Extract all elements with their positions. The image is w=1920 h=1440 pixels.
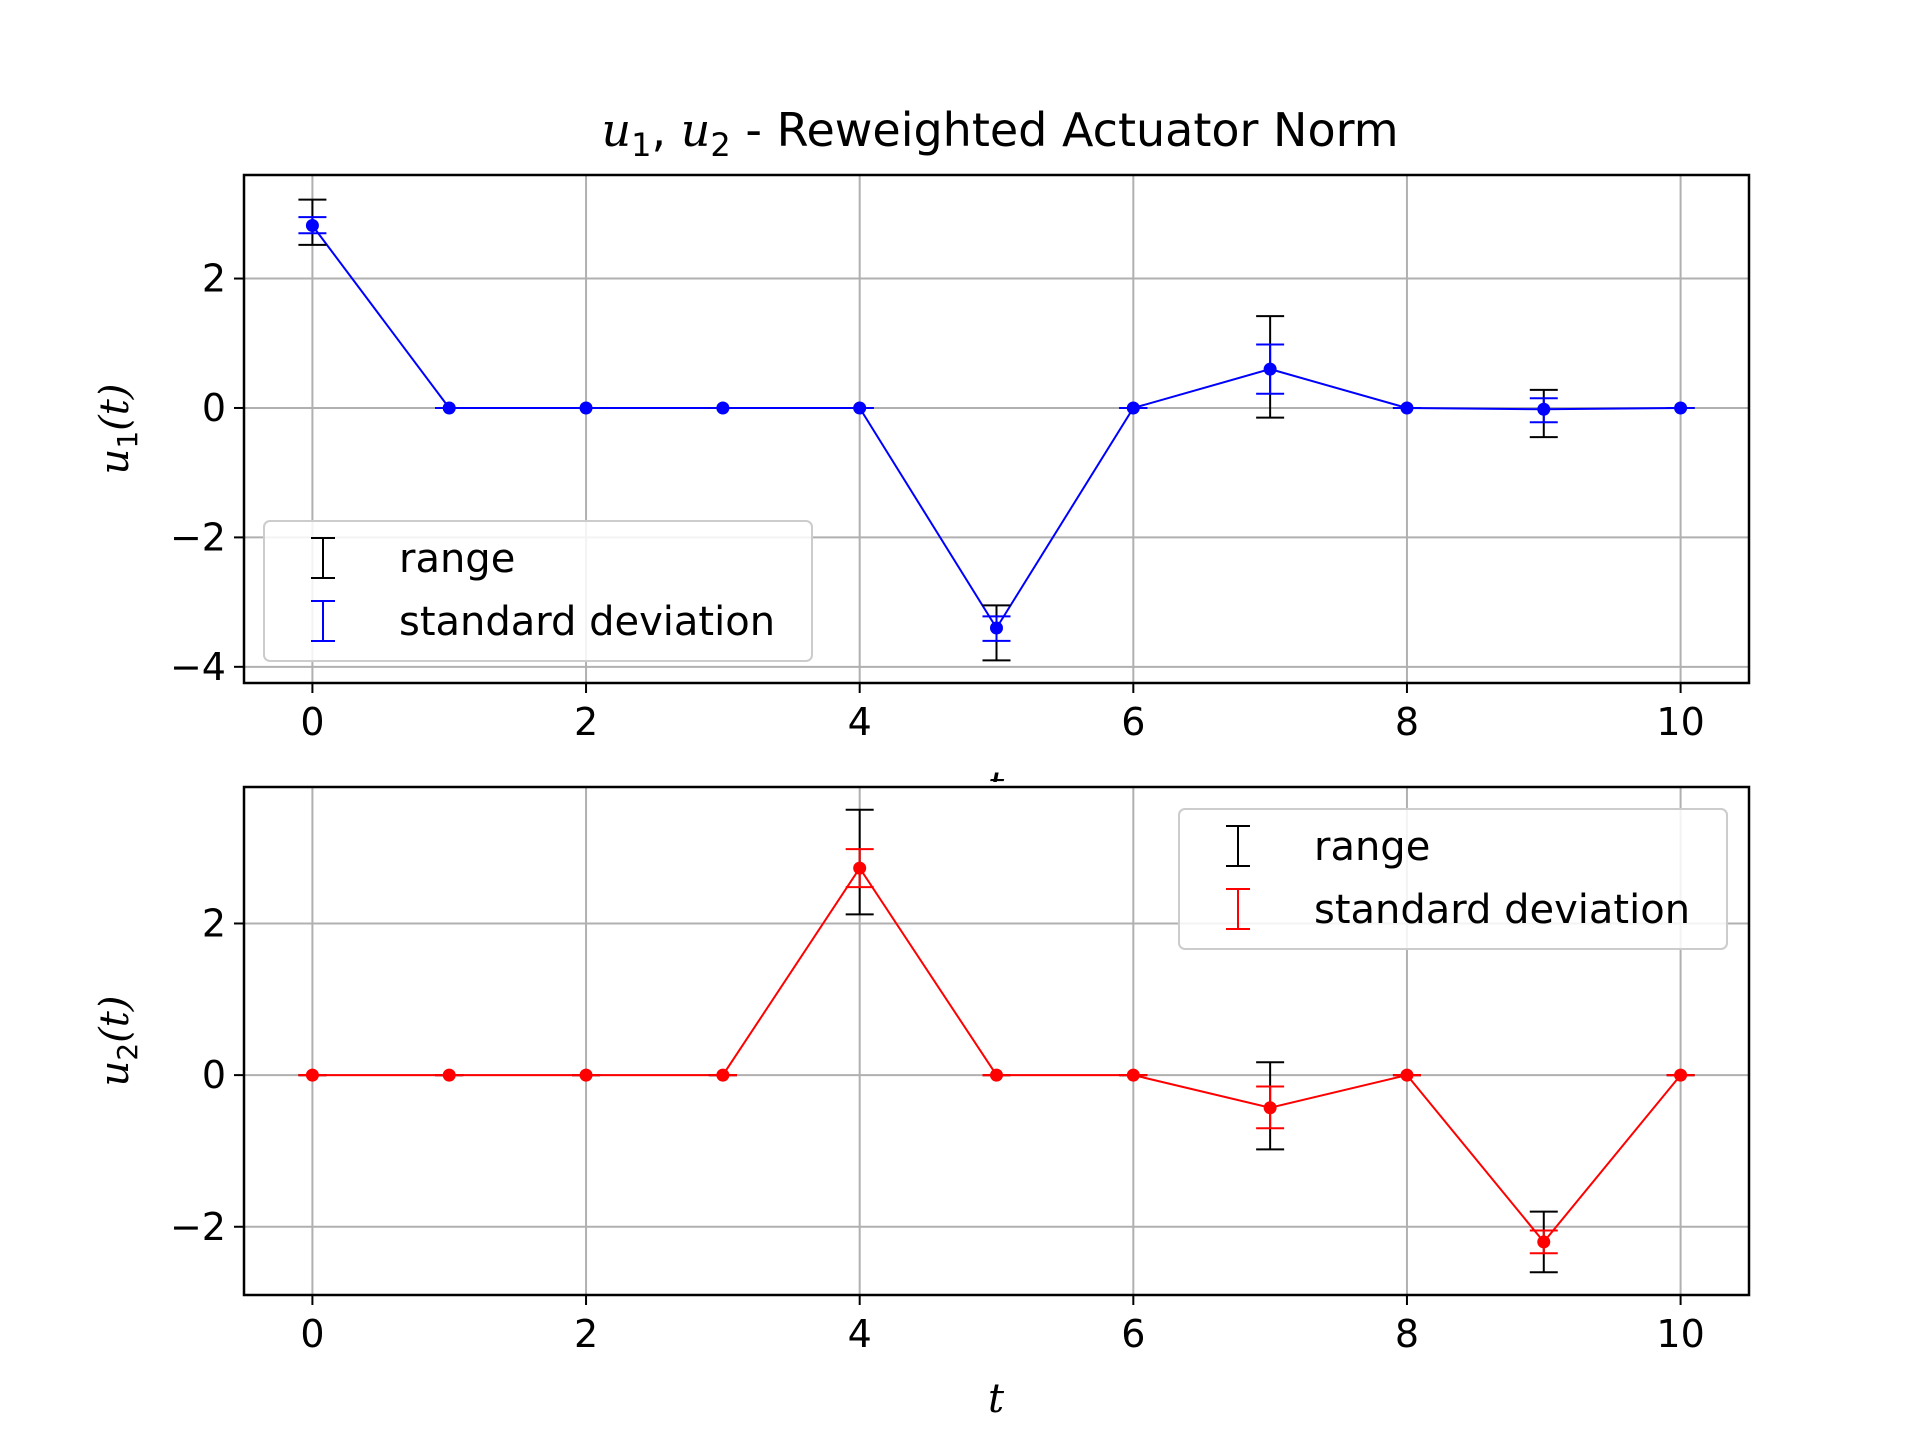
- x-tick-label: 0: [300, 700, 324, 744]
- x-tick-label: 6: [1121, 700, 1145, 744]
- y-tick-label: −4: [170, 645, 226, 689]
- data-point: [1674, 1068, 1688, 1082]
- data-point: [579, 1068, 593, 1082]
- legend-label: standard deviation: [1314, 887, 1690, 933]
- y-tick-label: 2: [202, 901, 226, 945]
- data-point: [853, 401, 867, 415]
- legend-handle: [1226, 825, 1250, 867]
- data-point: [1400, 401, 1414, 415]
- x-tick-label: 10: [1656, 1312, 1704, 1356]
- data-point: [305, 1068, 319, 1082]
- y-tick-label: 2: [202, 257, 226, 301]
- legend: range standard deviation: [263, 520, 813, 662]
- data-point: [853, 861, 867, 875]
- x-tick-label: 2: [574, 1312, 598, 1356]
- legend-label: range: [1314, 824, 1430, 870]
- ticks-u2: 0 2 4 6 8 10 −2 0 2: [170, 901, 1705, 1356]
- y-tick-label: −2: [170, 1205, 226, 1249]
- y-tick-label: 0: [202, 386, 226, 430]
- legend-label: standard deviation: [399, 599, 775, 645]
- data-u1: [298, 198, 1695, 662]
- subplot-u2: 0 2 4 6 8 10 −2 0 2 u2(t) t range standard deviat…: [92, 785, 1751, 1422]
- title-var-1: u: [601, 103, 631, 157]
- x-axis-label-u2: t: [988, 1376, 1005, 1422]
- y-axis-label-u1: u1(t): [92, 384, 144, 475]
- y-tick-label: −2: [170, 515, 226, 559]
- title-var-2: u: [681, 103, 711, 157]
- x-tick-label: 8: [1395, 700, 1419, 744]
- title-sub-1: 1: [631, 126, 651, 164]
- title-sub-2: 2: [710, 126, 730, 164]
- x-tick-label: 4: [848, 1312, 872, 1356]
- data-point: [1674, 401, 1688, 415]
- data-point: [716, 401, 730, 415]
- y-axis-label-u2: u2(t): [92, 996, 144, 1087]
- legend-label: range: [399, 536, 515, 582]
- data-point: [305, 218, 319, 232]
- figure-title: u1, u2 - Reweighted Actuator Norm: [601, 103, 1398, 164]
- data-point: [1537, 402, 1551, 416]
- data-point: [716, 1068, 730, 1082]
- ticks-u1: 0 2 4 6 8 10 −4 −2 0 2: [170, 257, 1705, 744]
- legend-box: [263, 520, 813, 662]
- axes-frame-u2: [242, 785, 1751, 1297]
- legend: range standard deviation: [1178, 808, 1728, 950]
- data-point: [1263, 362, 1277, 376]
- data-point: [579, 401, 593, 415]
- legend-handle: [1226, 888, 1250, 930]
- legend-handle: [311, 600, 335, 642]
- data-point: [442, 1068, 456, 1082]
- data-point: [990, 1068, 1003, 1082]
- data-point: [442, 401, 456, 415]
- legend-handle: [311, 537, 335, 579]
- data-point: [1126, 1068, 1140, 1082]
- data-point: [1400, 1068, 1414, 1082]
- legend-box: [1178, 808, 1728, 950]
- x-tick-label: 4: [848, 700, 872, 744]
- data-point: [1126, 401, 1140, 415]
- data-u2: [298, 808, 1695, 1274]
- data-point: [990, 621, 1003, 635]
- x-tick-label: 0: [300, 1312, 324, 1356]
- data-point: [1263, 1101, 1277, 1115]
- x-tick-label: 10: [1656, 700, 1704, 744]
- axes-frame-u1: [242, 173, 1751, 685]
- title-text: - Reweighted Actuator Norm: [731, 103, 1399, 157]
- title-separator: ,: [651, 103, 680, 157]
- x-tick-label: 6: [1121, 1312, 1145, 1356]
- x-tick-label: 8: [1395, 1312, 1419, 1356]
- x-tick-label: 2: [574, 700, 598, 744]
- y-tick-label: 0: [202, 1053, 226, 1097]
- data-point: [1537, 1235, 1551, 1249]
